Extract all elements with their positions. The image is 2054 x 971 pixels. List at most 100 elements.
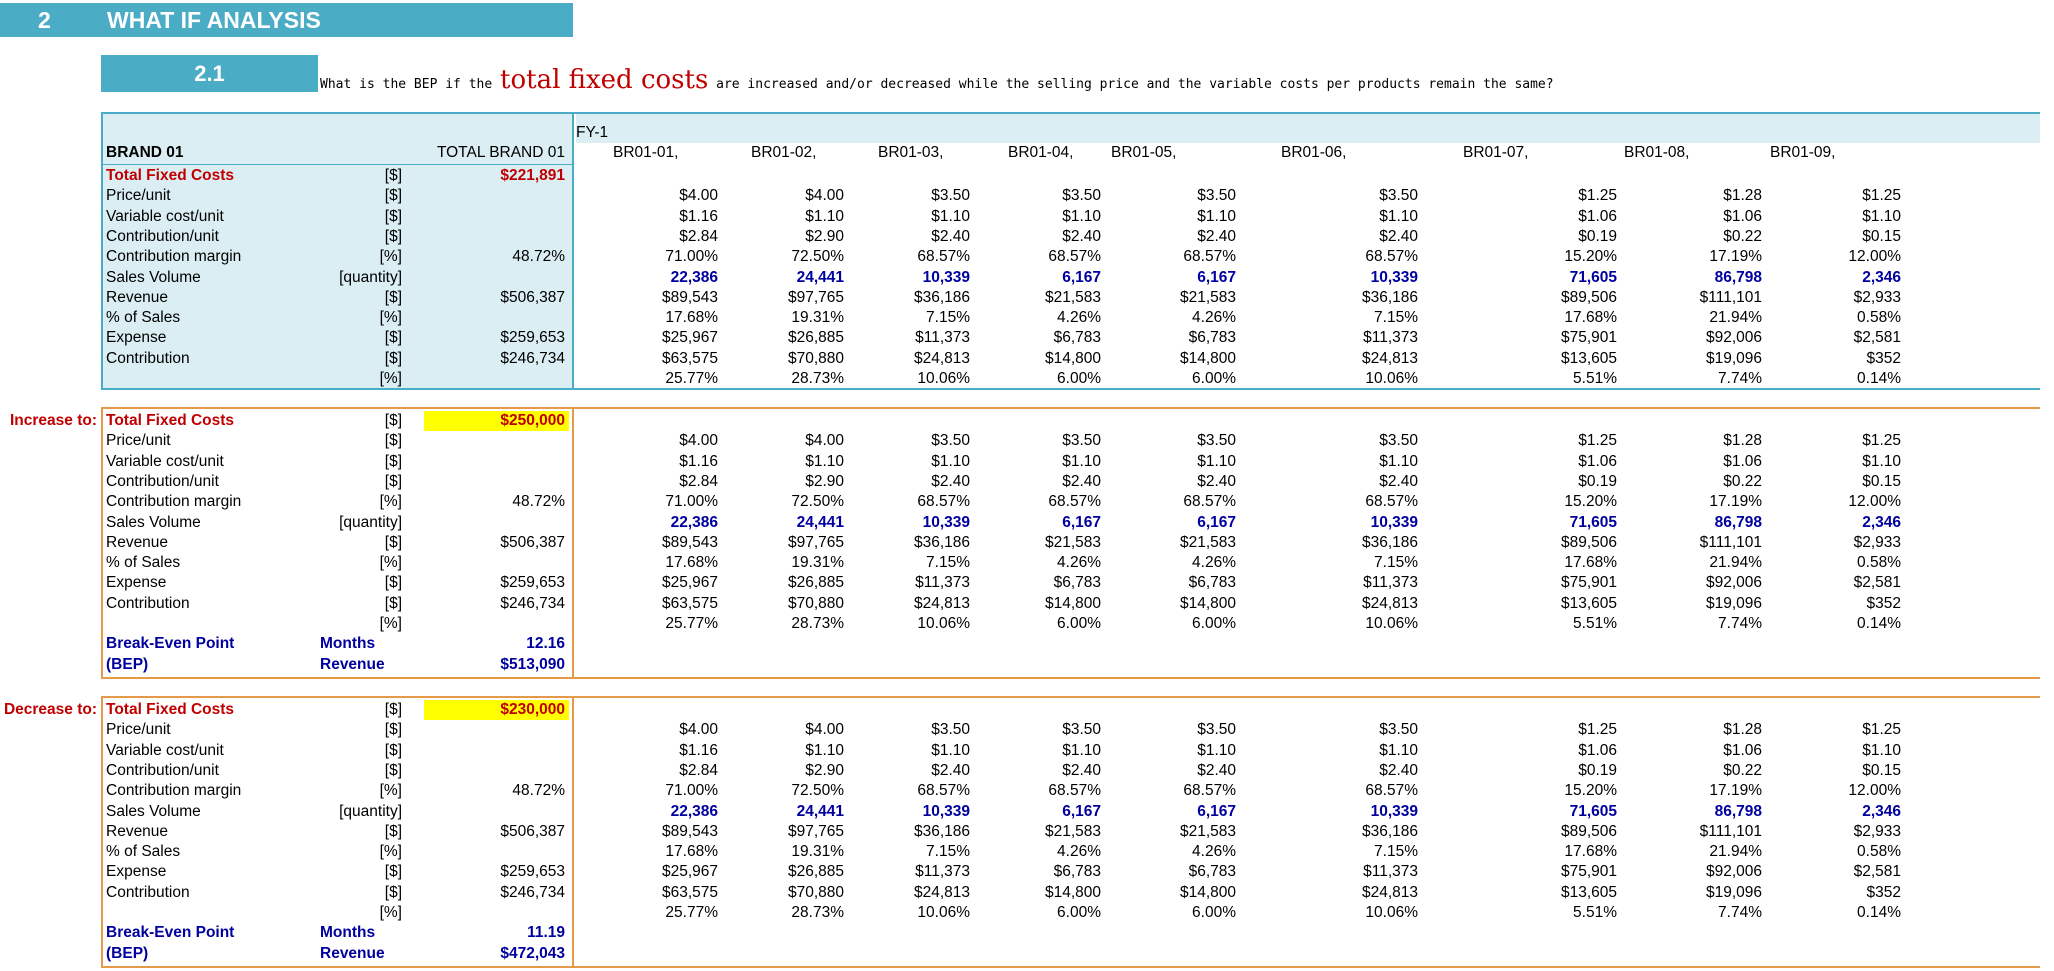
grid-cell: 28.73% [791,615,844,632]
grid-cell: 68.57% [1183,782,1236,800]
grid-cell: 17.68% [665,309,718,327]
decrease-divider [572,696,574,968]
grid-cell: $6,783 [1053,863,1101,881]
row-label: Price/unit [106,432,171,450]
row-unit: [quantity] [339,513,402,531]
fy-header-band [576,113,2040,143]
row-unit: [$] [384,721,402,739]
decrease-side-label: Decrease to: [3,701,97,718]
grid-cell: $21,583 [1044,533,1101,551]
row-label: Expense [106,329,167,347]
grid-cell: $1.10 [1862,741,1901,759]
grid-cell: $1.25 [1862,432,1901,450]
grid-cell: $13,605 [1560,349,1617,367]
grid-cell: 0.58% [1857,843,1901,861]
product-header: BR01-07, [1463,144,1529,161]
grid-cell: 6.00% [1057,370,1101,387]
increase-total-fixed-costs[interactable]: $250,000 [424,411,569,431]
grid-cell: 10.06% [917,615,970,632]
grid-cell: $111,101 [1699,822,1762,840]
grid-cell: $1.10 [1379,452,1418,470]
row-label: Revenue [106,288,169,306]
grid-cell: 10.06% [917,904,970,921]
product-header: BR01-05, [1111,144,1177,161]
bep-months: 11.19 [527,924,565,942]
grid-cell: $11,373 [1363,863,1418,881]
grid-cell: $26,885 [787,863,844,881]
decrease-total-fixed-costs[interactable]: $230,000 [424,700,569,720]
grid-cell: $2.40 [931,472,970,490]
grid-cell: $14,800 [1179,883,1236,901]
grid-cell: $1.28 [1723,721,1762,739]
row-label: Variable cost/unit [106,207,224,225]
grid-cell: $2.90 [805,472,844,490]
grid-cell: 0.14% [1857,904,1901,921]
grid-cell: $1.06 [1723,207,1762,225]
product-header: BR01-06, [1281,144,1347,161]
row-label: Variable cost/unit [106,452,224,470]
grid-cell: 17.68% [665,554,718,572]
grid-cell: $352 [1866,594,1901,612]
row-label: Expense [106,863,167,881]
bep-unit: Revenue [320,944,385,962]
row-unit: [$] [384,432,402,450]
grid-cell: $14,800 [1179,594,1236,612]
grid-cell: 22,386 [670,513,718,531]
row-unit: [%] [379,782,402,800]
grid-cell: $75,901 [1560,574,1617,592]
grid-cell: $2.90 [805,761,844,779]
grid-cell: 17.19% [1709,493,1762,511]
grid-cell: 0.58% [1857,309,1901,327]
product-header: BR01-02, [751,144,817,161]
grid-cell: $1.10 [931,741,970,759]
row-unit: [$] [384,594,402,612]
grid-cell: $2,581 [1853,574,1901,592]
grid-cell: $2.90 [805,227,844,245]
increase-side-label: Increase to: [9,412,97,429]
grid-cell: $6,783 [1053,574,1101,592]
bep-label: (BEP) [106,655,149,673]
grid-cell: $89,543 [661,288,718,306]
grid-cell: $1.28 [1723,187,1762,205]
grid-cell: 6.00% [1192,370,1236,387]
grid-cell: $24,813 [1361,883,1418,901]
grid-cell: 86,798 [1714,802,1762,820]
grid-cell: 68.57% [917,248,970,266]
grid-cell: 0.58% [1857,554,1901,572]
product-header: BR01-01, [613,144,679,161]
grid-cell: 17.68% [1564,309,1617,327]
grid-cell: $14,800 [1044,594,1101,612]
grid-cell: $3.50 [1197,432,1236,450]
grid-cell: 71.00% [665,248,718,266]
grid-cell: $1.06 [1578,207,1617,225]
grid-cell: 86,798 [1714,513,1762,531]
grid-cell: $2.84 [679,761,718,779]
row-unit: [$] [384,288,402,306]
grid-cell: 6,167 [1062,802,1101,820]
decrease-block-frame [101,696,2040,968]
grid-cell: $111,101 [1699,288,1762,306]
grid-cell: 68.57% [1365,493,1418,511]
grid-cell: $0.15 [1862,472,1901,490]
grid-cell: 19.31% [791,554,844,572]
bep-revenue: $472,043 [500,944,565,962]
grid-cell: 10.06% [1365,615,1418,632]
grid-cell: $14,800 [1179,349,1236,367]
grid-cell: $4.00 [805,432,844,450]
row-unit: [$] [384,452,402,470]
row-unit: [%] [379,843,402,861]
row-unit: [%] [379,370,402,387]
grid-cell: $352 [1866,883,1901,901]
row-unit: [$] [384,227,402,245]
grid-cell: $1.16 [679,452,718,470]
grid-cell: $1.10 [1062,741,1101,759]
row-unit: [$] [384,741,402,759]
row-unit: [$] [384,761,402,779]
grid-cell: $2.40 [931,227,970,245]
grid-cell: 71,605 [1569,802,1617,820]
total-value: $259,653 [500,329,565,347]
grid-cell: 21.94% [1709,554,1762,572]
row-label: Revenue [106,822,169,840]
total-value: $246,734 [500,349,565,367]
grid-cell: 68.57% [1183,493,1236,511]
